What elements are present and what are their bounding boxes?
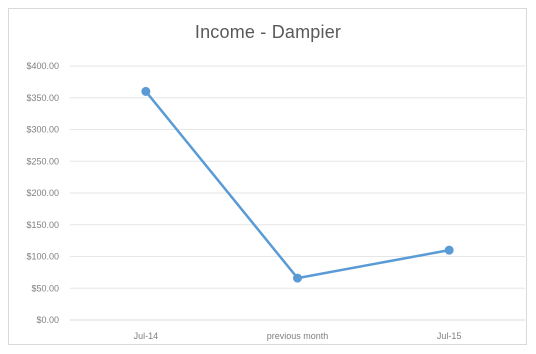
- chart-title: Income - Dampier: [194, 22, 342, 42]
- tick-labels: $0.00 $50.00 $100.00 $150.00 $200.00 $250.00 $…: [26, 61, 461, 341]
- data-point: [141, 86, 151, 96]
- data-point: [293, 273, 302, 283]
- x-tick-label: Jul-15: [437, 331, 462, 341]
- y-tick-label: $250.00: [26, 156, 59, 166]
- gridlines: [70, 65, 525, 289]
- y-tick-label: $350.00: [26, 93, 59, 103]
- y-tick-label: $400.00: [26, 61, 59, 71]
- y-tick-label: $0.00: [36, 315, 59, 325]
- y-tick-label: $300.00: [26, 125, 59, 135]
- x-tick-label: previous month: [267, 331, 329, 341]
- series-layer: [141, 86, 454, 283]
- y-tick-label: $100.00: [26, 252, 59, 262]
- data-point: [444, 245, 454, 255]
- y-tick-label: $200.00: [26, 188, 59, 198]
- chart-frame: [8, 8, 527, 345]
- x-tick-label: Jul-14: [134, 331, 159, 341]
- y-tick-label: $150.00: [26, 220, 59, 230]
- y-tick-label: $50.00: [31, 283, 59, 293]
- series-line: [144, 90, 451, 280]
